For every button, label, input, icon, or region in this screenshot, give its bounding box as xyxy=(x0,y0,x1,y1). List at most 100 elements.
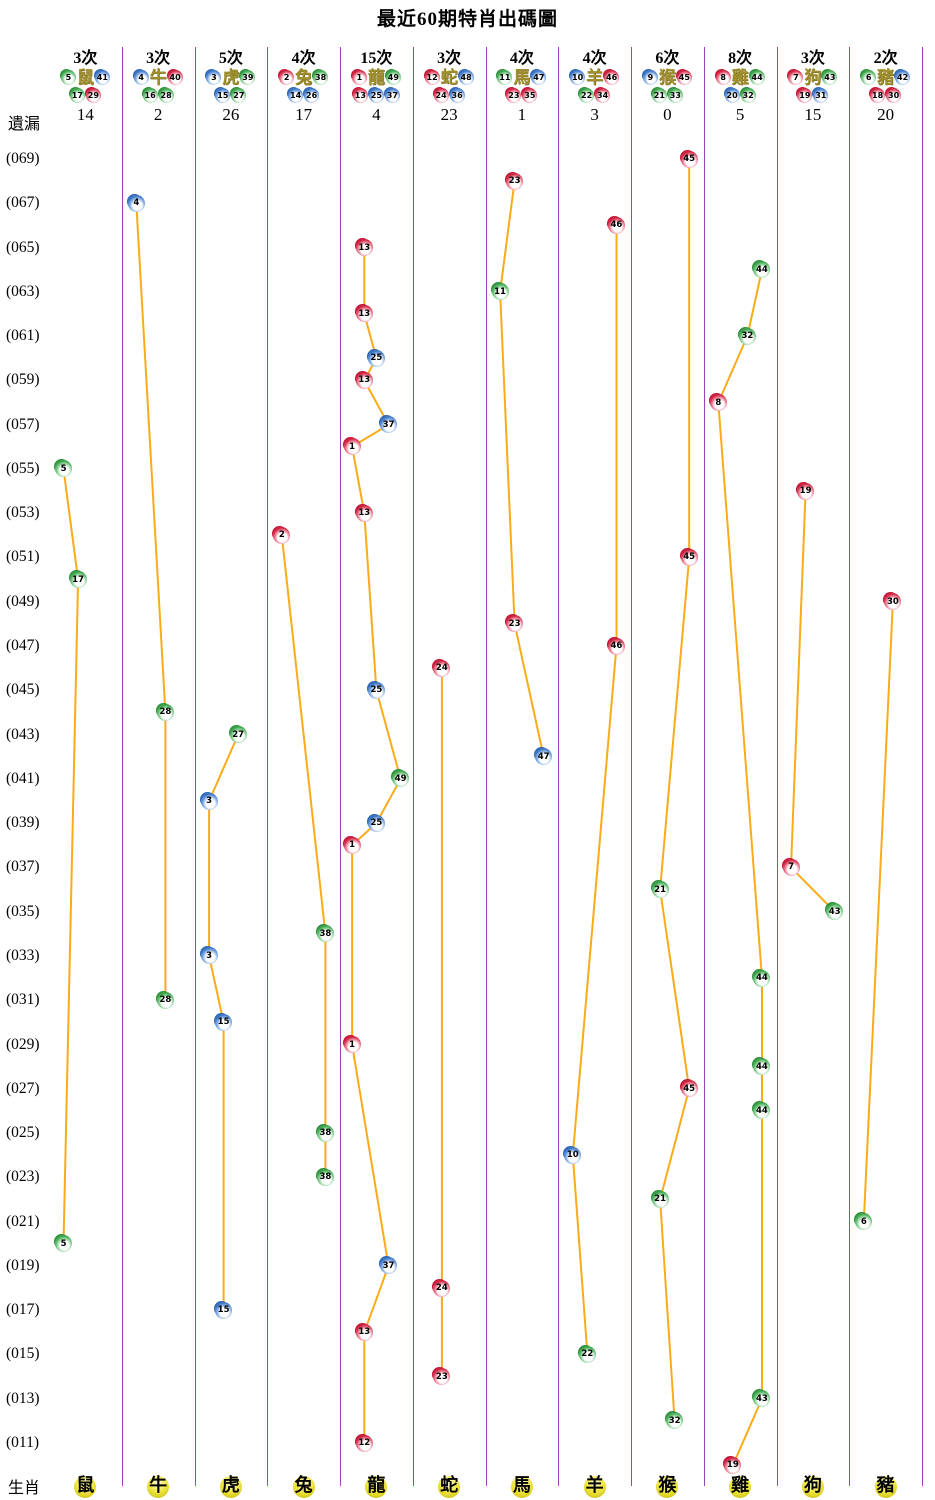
header-zodiac-char: 豬 xyxy=(877,67,895,87)
column-hit-count: 3次 xyxy=(437,50,462,67)
header-zodiac-char: 馬 xyxy=(513,67,531,87)
header-zodiac-char: 龍 xyxy=(367,67,385,87)
chart-number-ball: 44 xyxy=(753,261,771,279)
chart-number-ball: 38 xyxy=(316,1168,334,1186)
column-separator xyxy=(922,47,923,1486)
header-number-ball: 39 xyxy=(240,69,256,85)
footer-zodiac-cell: 雞 xyxy=(704,1468,777,1498)
y-axis-label: (053) xyxy=(6,504,40,522)
header-zodiac-char: 雞 xyxy=(731,67,749,87)
chart-number-ball: 1 xyxy=(343,438,361,456)
chart-number-ball: 6 xyxy=(855,1213,873,1231)
footer-zodiac-ball: 虎 xyxy=(219,1475,242,1498)
footer-zodiac-ball: 牛 xyxy=(147,1475,170,1498)
header-number-ball: 30 xyxy=(886,87,902,103)
footer-zodiac-ball: 兔 xyxy=(292,1475,315,1498)
trend-polyline xyxy=(280,535,327,1178)
footer-zodiac-cell: 馬 xyxy=(486,1468,559,1498)
chart-number-ball: 45 xyxy=(680,1080,698,1098)
footer-zodiac-ball: 馬 xyxy=(510,1475,533,1498)
chart-number-ball: 23 xyxy=(506,172,524,190)
header-number-ball: 40 xyxy=(167,69,183,85)
header-row-top: 11 馬 47 xyxy=(497,67,547,87)
chart-number-ball: 37 xyxy=(380,1257,397,1275)
missed-count: 0 xyxy=(663,105,672,124)
y-axis-label: (055) xyxy=(6,459,40,477)
y-axis-label: (031) xyxy=(6,991,40,1009)
chart-number-ball: 28 xyxy=(156,991,174,1009)
chart-number-ball: 24 xyxy=(433,1279,451,1297)
header-number-ball: 29 xyxy=(85,87,101,103)
column-separator xyxy=(558,47,560,1486)
chart-number-ball: 28 xyxy=(156,703,174,721)
column-header: 4次 11 馬 47 23 35 1 xyxy=(486,50,559,124)
y-axis-label: (059) xyxy=(6,371,40,389)
y-axis-label: (027) xyxy=(6,1079,40,1097)
chart-number-ball: 44 xyxy=(753,1058,771,1076)
chart-number-ball: 22 xyxy=(578,1345,596,1363)
chart-number-ball: 5 xyxy=(55,1235,73,1253)
header-row-bottom: 14 26 xyxy=(288,86,320,104)
header-zodiac-char: 鼠 xyxy=(76,67,94,87)
column-separator xyxy=(267,47,269,1486)
column-separator xyxy=(776,47,778,1486)
missed-count: 17 xyxy=(295,105,313,124)
header-number-ball: 9 xyxy=(642,69,658,85)
y-axis-label: (025) xyxy=(6,1124,40,1142)
chart-number-ball: 25 xyxy=(367,349,385,367)
chart-number-ball: 10 xyxy=(564,1146,582,1164)
column-separator xyxy=(121,47,123,1486)
column-hit-count: 15次 xyxy=(360,50,393,67)
header-zodiac-char: 虎 xyxy=(222,67,240,87)
header-number-ball: 25 xyxy=(368,87,384,103)
column-separator xyxy=(703,47,705,1486)
chart-number-ball: 1 xyxy=(343,1036,361,1054)
footer-zodiac-char: 羊 xyxy=(585,1474,604,1495)
header-zodiac-char: 蛇 xyxy=(440,67,458,87)
column-header: 5次 3 虎 39 15 27 26 xyxy=(195,50,268,124)
footer-zodiac-char: 猴 xyxy=(658,1474,677,1495)
column-hit-count: 6次 xyxy=(655,50,680,67)
chart-number-ball: 37 xyxy=(380,416,397,434)
trend-polyline xyxy=(135,203,167,1001)
header-number-ball: 21 xyxy=(651,87,667,103)
header-number-ball: 3 xyxy=(206,69,222,85)
header-row-bottom: 20 32 xyxy=(724,86,756,104)
chart-number-ball: 43 xyxy=(826,903,844,921)
chart-number-ball: 32 xyxy=(738,327,756,345)
header-number-ball: 27 xyxy=(231,87,247,103)
header-row-top: 5 鼠 41 xyxy=(60,67,110,87)
footer-zodiac-cell: 猴 xyxy=(631,1468,704,1498)
chart-number-ball: 46 xyxy=(607,637,625,655)
missed-count: 5 xyxy=(735,105,745,124)
missed-row-label: 遺漏 xyxy=(8,116,41,133)
missed-count: 23 xyxy=(440,105,458,124)
header-row-top: 1 龍 49 xyxy=(351,67,401,87)
trend-polyline xyxy=(571,225,618,1355)
column-hit-count: 4次 xyxy=(509,50,534,67)
header-number-ball: 46 xyxy=(604,69,620,85)
header-number-ball: 11 xyxy=(497,69,513,85)
header-number-ball: 4 xyxy=(133,69,149,85)
y-axis-label: (057) xyxy=(6,415,40,433)
y-axis-label: (051) xyxy=(6,548,40,566)
y-axis-label: (019) xyxy=(6,1256,40,1274)
chart-number-ball: 44 xyxy=(753,1102,771,1120)
y-axis-label: (017) xyxy=(6,1301,40,1319)
column-hit-count: 2次 xyxy=(873,50,898,67)
chart-number-ball: 23 xyxy=(433,1368,451,1386)
footer-zodiac-ball: 鼠 xyxy=(74,1475,97,1498)
chart-number-ball: 23 xyxy=(506,615,524,633)
header-row-bottom: 16 28 xyxy=(142,86,174,104)
header-number-ball: 33 xyxy=(667,87,683,103)
y-axis-label: (029) xyxy=(6,1035,40,1053)
footer-zodiac-ball: 猴 xyxy=(656,1475,679,1498)
chart-number-ball: 19 xyxy=(797,482,815,500)
chart-number-ball: 13 xyxy=(355,305,373,323)
footer-zodiac-char: 馬 xyxy=(512,1474,531,1495)
chart-number-ball: 21 xyxy=(651,881,669,899)
chart-number-ball: 3 xyxy=(200,792,218,810)
header-row-bottom: 18 30 xyxy=(870,86,902,104)
missed-count: 15 xyxy=(804,105,822,124)
